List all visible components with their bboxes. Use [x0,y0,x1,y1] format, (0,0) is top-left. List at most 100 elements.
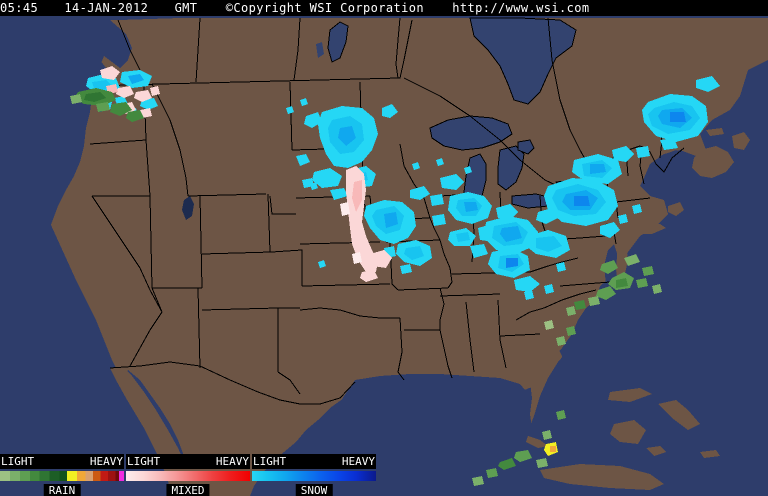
legend-snow-heavy-label: HEAVY [341,455,375,468]
legend-rain-gradient-bar [0,471,124,481]
state-line-tx-west [277,371,301,395]
long-island [632,224,666,234]
lake-winnipeg [327,21,349,63]
state-line-or-id [145,139,151,197]
state-line-al-ga [497,299,507,369]
bahamas-island-1 [608,388,652,402]
precip-mixed-layer [96,66,392,282]
hudson-bay [469,17,577,105]
legend-mixed-heavy-label: HEAVY [215,455,249,468]
legend-mixed-light-label: LIGHT [127,455,161,468]
state-line-wa-or [89,139,147,145]
header-date: 14-JAN-2012 [64,1,149,15]
precip-snow-ohio-valley [470,216,570,292]
legend-snow: LIGHT HEAVY SNOW [252,454,376,496]
mixed-pacific-nw [96,66,160,118]
pacific-coast-water [0,20,132,430]
state-line-ut-co [199,195,203,289]
anticosti-island [660,62,696,74]
state-line-mt-nd [289,81,293,151]
state-line-ca-nv [91,195,141,269]
legend-rain-title: RAIN [43,484,81,496]
state-line-nc-sc [543,289,597,309]
bahamas-island-4 [646,446,666,456]
state-line-ms-al [465,301,475,373]
precip-snow-northern-plains [296,104,398,200]
bahamas-island-3 [610,420,646,444]
legend-snow-header: LIGHT HEAVY [252,454,376,469]
precip-snow-layer [86,70,720,300]
bahamas-island-5 [700,450,720,458]
precip-snow-iowa-missouri [364,186,432,274]
header-time: 05:45 [0,1,39,15]
legend-mixed-title: MIXED [166,484,210,496]
rain-pacific-nw [70,88,144,122]
header-bar: 05:45 14-JAN-2012 GMT ©Copyright WSI Cor… [0,0,768,16]
state-line-wy-sd [267,193,271,253]
legend-rain-header: LIGHT HEAVY [0,454,124,469]
state-line-ia-il [429,217,441,241]
lake-manitoba [316,42,324,58]
state-line-ab-sk [195,17,201,83]
state-line-ok-tx [299,307,400,319]
state-line-ky-wv-va [529,257,579,273]
rain-southeast-scattered [544,320,576,346]
legend-mixed-gradient-bar [126,471,250,481]
precip-snow-maine-maritimes [636,76,720,158]
state-line-ca-az [129,267,163,367]
state-line-sc-ga [515,307,545,321]
nova-scotia [692,146,734,178]
state-line-co-nm [201,307,279,311]
legend-rain-heavy-label: HEAVY [89,455,123,468]
state-line-wy-co [201,251,273,255]
border-us-mexico [109,361,356,405]
state-line-tx-la [397,317,405,381]
header-url[interactable]: http://www.wsi.com [452,1,590,15]
state-line-mt-wy [187,193,267,197]
precip-snow-northeast [536,146,634,238]
state-line-nv-ut [149,195,153,289]
precip-rain-layer [70,88,662,486]
legend-rain-light-label: LIGHT [1,455,35,468]
border-us-canada [95,19,413,87]
legend-mixed-header: LIGHT HEAVY [126,454,250,469]
legend-rain: LIGHT HEAVY RAIN [0,454,124,496]
cape-cod [668,202,684,216]
state-line-id-mt [151,83,189,197]
rain-carolina-coast [566,254,662,316]
state-line-la-ms [439,329,453,379]
state-line-mo-il [439,239,453,289]
state-line-on-qc [547,17,591,169]
state-line-ga-fl [499,333,541,337]
state-line-wy-ne [269,195,296,215]
legend-snow-light-label: LIGHT [253,455,287,468]
legend-panel: LIGHT HEAVY RAIN LIGHT HEAVY MIXED LIGHT… [0,454,768,496]
state-line-tn-ms-al [439,293,501,297]
legend-snow-title: SNOW [295,484,333,496]
state-line-ma-ct [615,197,651,203]
georgian-bay [517,139,535,155]
lake-superior [429,115,513,151]
cape-breton [732,132,750,150]
great-salt-lake [182,196,194,220]
state-line-co-ks [271,249,303,286]
pei-island [706,128,724,136]
header-copyright: ©Copyright WSI Corporation [225,1,424,15]
state-line-ks-ok [301,283,391,287]
legend-snow-gradient-bar [252,471,376,481]
state-line-nv-az [151,287,163,313]
state-line-az-nm [197,287,201,369]
cuba-island [540,464,664,490]
header-timezone: GMT [174,1,198,15]
precip-snow-scattered [286,98,642,300]
florida-keys [526,436,548,448]
state-line-va-nc [559,281,611,287]
legend-mixed: LIGHT HEAVY MIXED [126,454,250,496]
state-line-sk-mb [293,17,301,81]
bahamas-island-2 [658,400,700,430]
state-line-mb-on [395,17,401,79]
state-line-mn-wi [399,143,431,219]
rain-florida-keys [472,410,566,486]
